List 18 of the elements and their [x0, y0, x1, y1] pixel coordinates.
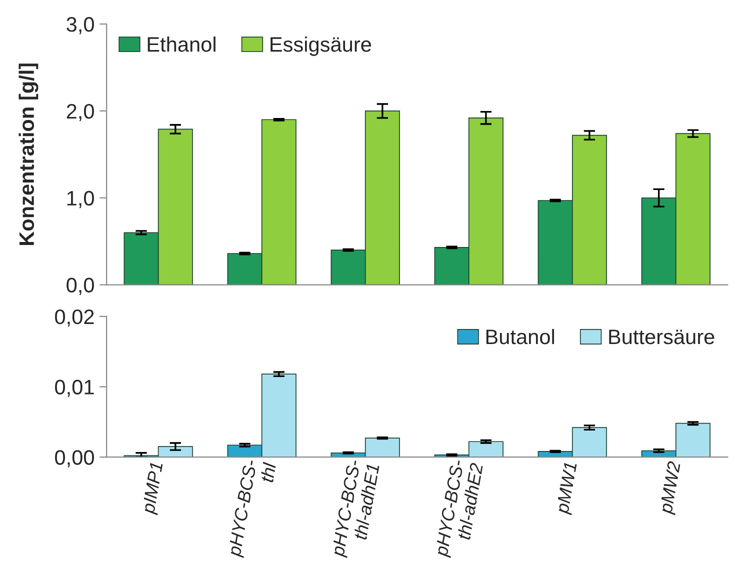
x-tick-label: pMW1	[556, 462, 580, 516]
x-tick-label: pHYC-BCS- thl	[227, 459, 276, 558]
y-tick-label: 0,0	[66, 278, 94, 296]
y-tick-label: 0,01	[55, 380, 94, 397]
x-tick-label: pMW2	[658, 460, 684, 516]
y-tick-label: 3,0	[66, 17, 94, 34]
y-tick-label: 0,02	[55, 309, 94, 327]
legend-label: Buttersäure	[609, 330, 714, 344]
y-tick-label: 2,0	[66, 104, 94, 122]
x-tick-label: pHYC-BCS- thl-adhE1	[330, 459, 380, 558]
y-tick-label: 0,00	[55, 450, 94, 468]
y-axis-title: Konzentration [g/l]	[18, 64, 38, 246]
legend-label: Essigsäure	[270, 36, 372, 56]
legend-label: Ethanol	[148, 36, 216, 52]
x-tick-label: pHYC-BCS- thl-adhE2	[434, 459, 484, 558]
legend-label: Butanol	[486, 328, 554, 344]
x-tick-label: pIMP1	[142, 462, 166, 516]
y-tick-label: 1,0	[67, 190, 94, 208]
